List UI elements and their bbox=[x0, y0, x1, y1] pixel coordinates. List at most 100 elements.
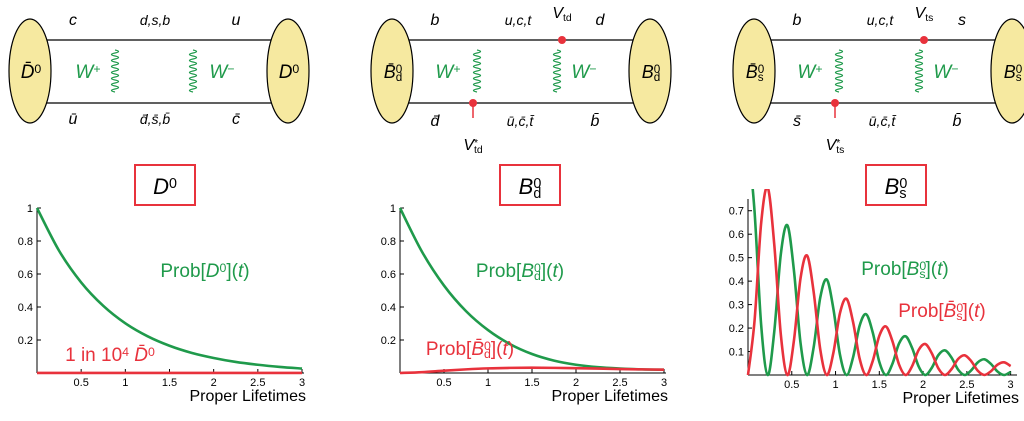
text-part: d bbox=[533, 186, 541, 202]
text-part: ]( bbox=[226, 261, 238, 282]
text-part: B bbox=[1004, 62, 1016, 82]
box-diagram: D̄0 D0 c d,s,b u ū d̄,s̄,b̄ c̄ W+ W− bbox=[9, 12, 309, 128]
text-part: B bbox=[521, 261, 534, 282]
y-tick-label: 0.6 bbox=[729, 229, 744, 241]
w-label: W+ bbox=[75, 62, 100, 83]
y-tick-label: 0.4 bbox=[18, 302, 33, 314]
text-part: s bbox=[899, 186, 906, 202]
meson-label: B̄0s bbox=[746, 62, 765, 84]
text-part: B̄ bbox=[384, 62, 396, 82]
ckm-label: Vts bbox=[915, 5, 934, 24]
y-tick-label: 0.8 bbox=[18, 236, 33, 248]
chart: B0d0.20.40.60.810.511.522.53Proper Lifet… bbox=[381, 165, 668, 405]
text-part: Prob[ bbox=[898, 301, 944, 322]
text-part: B̄ bbox=[471, 339, 484, 360]
y-tick-label: 0.6 bbox=[18, 269, 33, 281]
text-part: B bbox=[642, 62, 654, 82]
text-part: B̄ bbox=[746, 62, 758, 82]
w-label: W+ bbox=[797, 62, 822, 83]
quark-label: u,c,t bbox=[867, 12, 895, 28]
w-label: W− bbox=[571, 62, 596, 83]
w-propagator bbox=[190, 50, 197, 92]
text-part: ) bbox=[508, 339, 514, 360]
w-label: W− bbox=[209, 62, 234, 83]
quark-label: u bbox=[232, 12, 241, 29]
text-part: s bbox=[1016, 71, 1022, 84]
y-tick-label: 0.7 bbox=[729, 206, 744, 218]
x-tick-label: 0.5 bbox=[436, 377, 451, 389]
chart: B0s0.10.20.30.40.50.60.70.511.522.53Prop… bbox=[729, 140, 1019, 407]
y-tick-label: 0.8 bbox=[381, 236, 396, 248]
text-part: 0 bbox=[169, 176, 177, 192]
quark-label: ū,c̄,t̄ bbox=[869, 113, 897, 129]
text-part: d bbox=[654, 71, 661, 84]
figure: D̄0 D0 c d,s,b u ū d̄,s̄,b̄ c̄ W+ W− B̄0… bbox=[0, 0, 1024, 421]
text-part: D bbox=[153, 174, 169, 199]
curve-label: 1 in 104 D̄0 bbox=[65, 345, 155, 366]
text-part: ) bbox=[558, 261, 564, 282]
x-axis-label: Proper Lifetimes bbox=[903, 390, 1020, 407]
quark-label: ū,c̄,t̄ bbox=[507, 113, 535, 129]
text-part: ts bbox=[836, 145, 844, 156]
y-tick-label: 0.3 bbox=[729, 300, 744, 312]
y-tick-label: 0.1 bbox=[729, 347, 744, 359]
y-tick-label: 0.2 bbox=[729, 323, 744, 335]
x-tick-label: 0.5 bbox=[784, 379, 799, 391]
quark-label: c̄ bbox=[232, 111, 241, 128]
x-axis-label: Proper Lifetimes bbox=[190, 388, 307, 405]
quark-label: u,c,t bbox=[505, 12, 533, 28]
curve-label: Prob[D0](t) bbox=[160, 261, 249, 282]
text-part: − bbox=[951, 62, 958, 76]
chart-title: D0 bbox=[153, 174, 177, 199]
y-tick-label: 0.6 bbox=[381, 269, 396, 281]
quark-label: d bbox=[596, 12, 606, 29]
quark-label: b bbox=[793, 12, 802, 29]
y-tick-label: 0.2 bbox=[18, 335, 33, 347]
text-part: ) bbox=[243, 261, 249, 282]
x-tick-label: 1 bbox=[485, 377, 491, 389]
text-part: ]( bbox=[963, 301, 975, 322]
text-part: ]( bbox=[926, 259, 938, 280]
text-part: B bbox=[519, 174, 534, 199]
vertex bbox=[920, 36, 928, 44]
x-axis-label: Proper Lifetimes bbox=[552, 388, 669, 405]
text-part: D bbox=[206, 261, 220, 282]
text-part: + bbox=[815, 62, 822, 76]
w-label: W+ bbox=[435, 62, 460, 83]
text-part: B bbox=[907, 259, 920, 280]
quark-label: b̄ bbox=[953, 113, 962, 130]
y-tick-label: 0.2 bbox=[381, 335, 396, 347]
ckm-label: Vtd bbox=[552, 5, 572, 24]
text-part: − bbox=[227, 62, 234, 76]
quark-label: c bbox=[69, 12, 77, 29]
curve-label: Prob[B̄0s](t) bbox=[898, 301, 986, 323]
y-tick-label: 0.5 bbox=[729, 253, 744, 265]
text-part: td bbox=[563, 13, 572, 24]
quark-label: d̄ bbox=[431, 113, 441, 130]
text-part: + bbox=[93, 62, 100, 76]
text-part: td bbox=[474, 145, 483, 156]
y-tick-label: 1 bbox=[27, 203, 33, 215]
box-diagram: B̄0s B0s b u,c,t s s̄ ū,c̄,t̄ b̄ Vts V*t… bbox=[733, 5, 1024, 156]
quark-label: b̄ bbox=[591, 113, 600, 130]
text-part: − bbox=[589, 62, 596, 76]
text-part: Prob[ bbox=[861, 259, 907, 280]
text-part: ]( bbox=[491, 339, 503, 360]
box-diagram: B̄0d B0d b u,c,t d d̄ ū,c̄,t̄ b̄ Vtd V*t… bbox=[371, 5, 671, 156]
ckm-label: V*ts bbox=[826, 137, 845, 156]
x-tick-label: 1 bbox=[122, 377, 128, 389]
y-tick-label: 1 bbox=[390, 203, 396, 215]
text-part: D bbox=[279, 62, 293, 83]
text-part: d bbox=[396, 71, 403, 84]
text-part: 0 bbox=[148, 345, 155, 359]
w-propagator bbox=[916, 50, 923, 92]
vertex bbox=[469, 99, 477, 107]
vertex bbox=[831, 99, 839, 107]
chart-title: B0s bbox=[885, 174, 908, 202]
quark-label: s̄ bbox=[793, 113, 801, 130]
text-part: Prob[ bbox=[476, 261, 522, 282]
x-tick-label: 1 bbox=[832, 379, 838, 391]
